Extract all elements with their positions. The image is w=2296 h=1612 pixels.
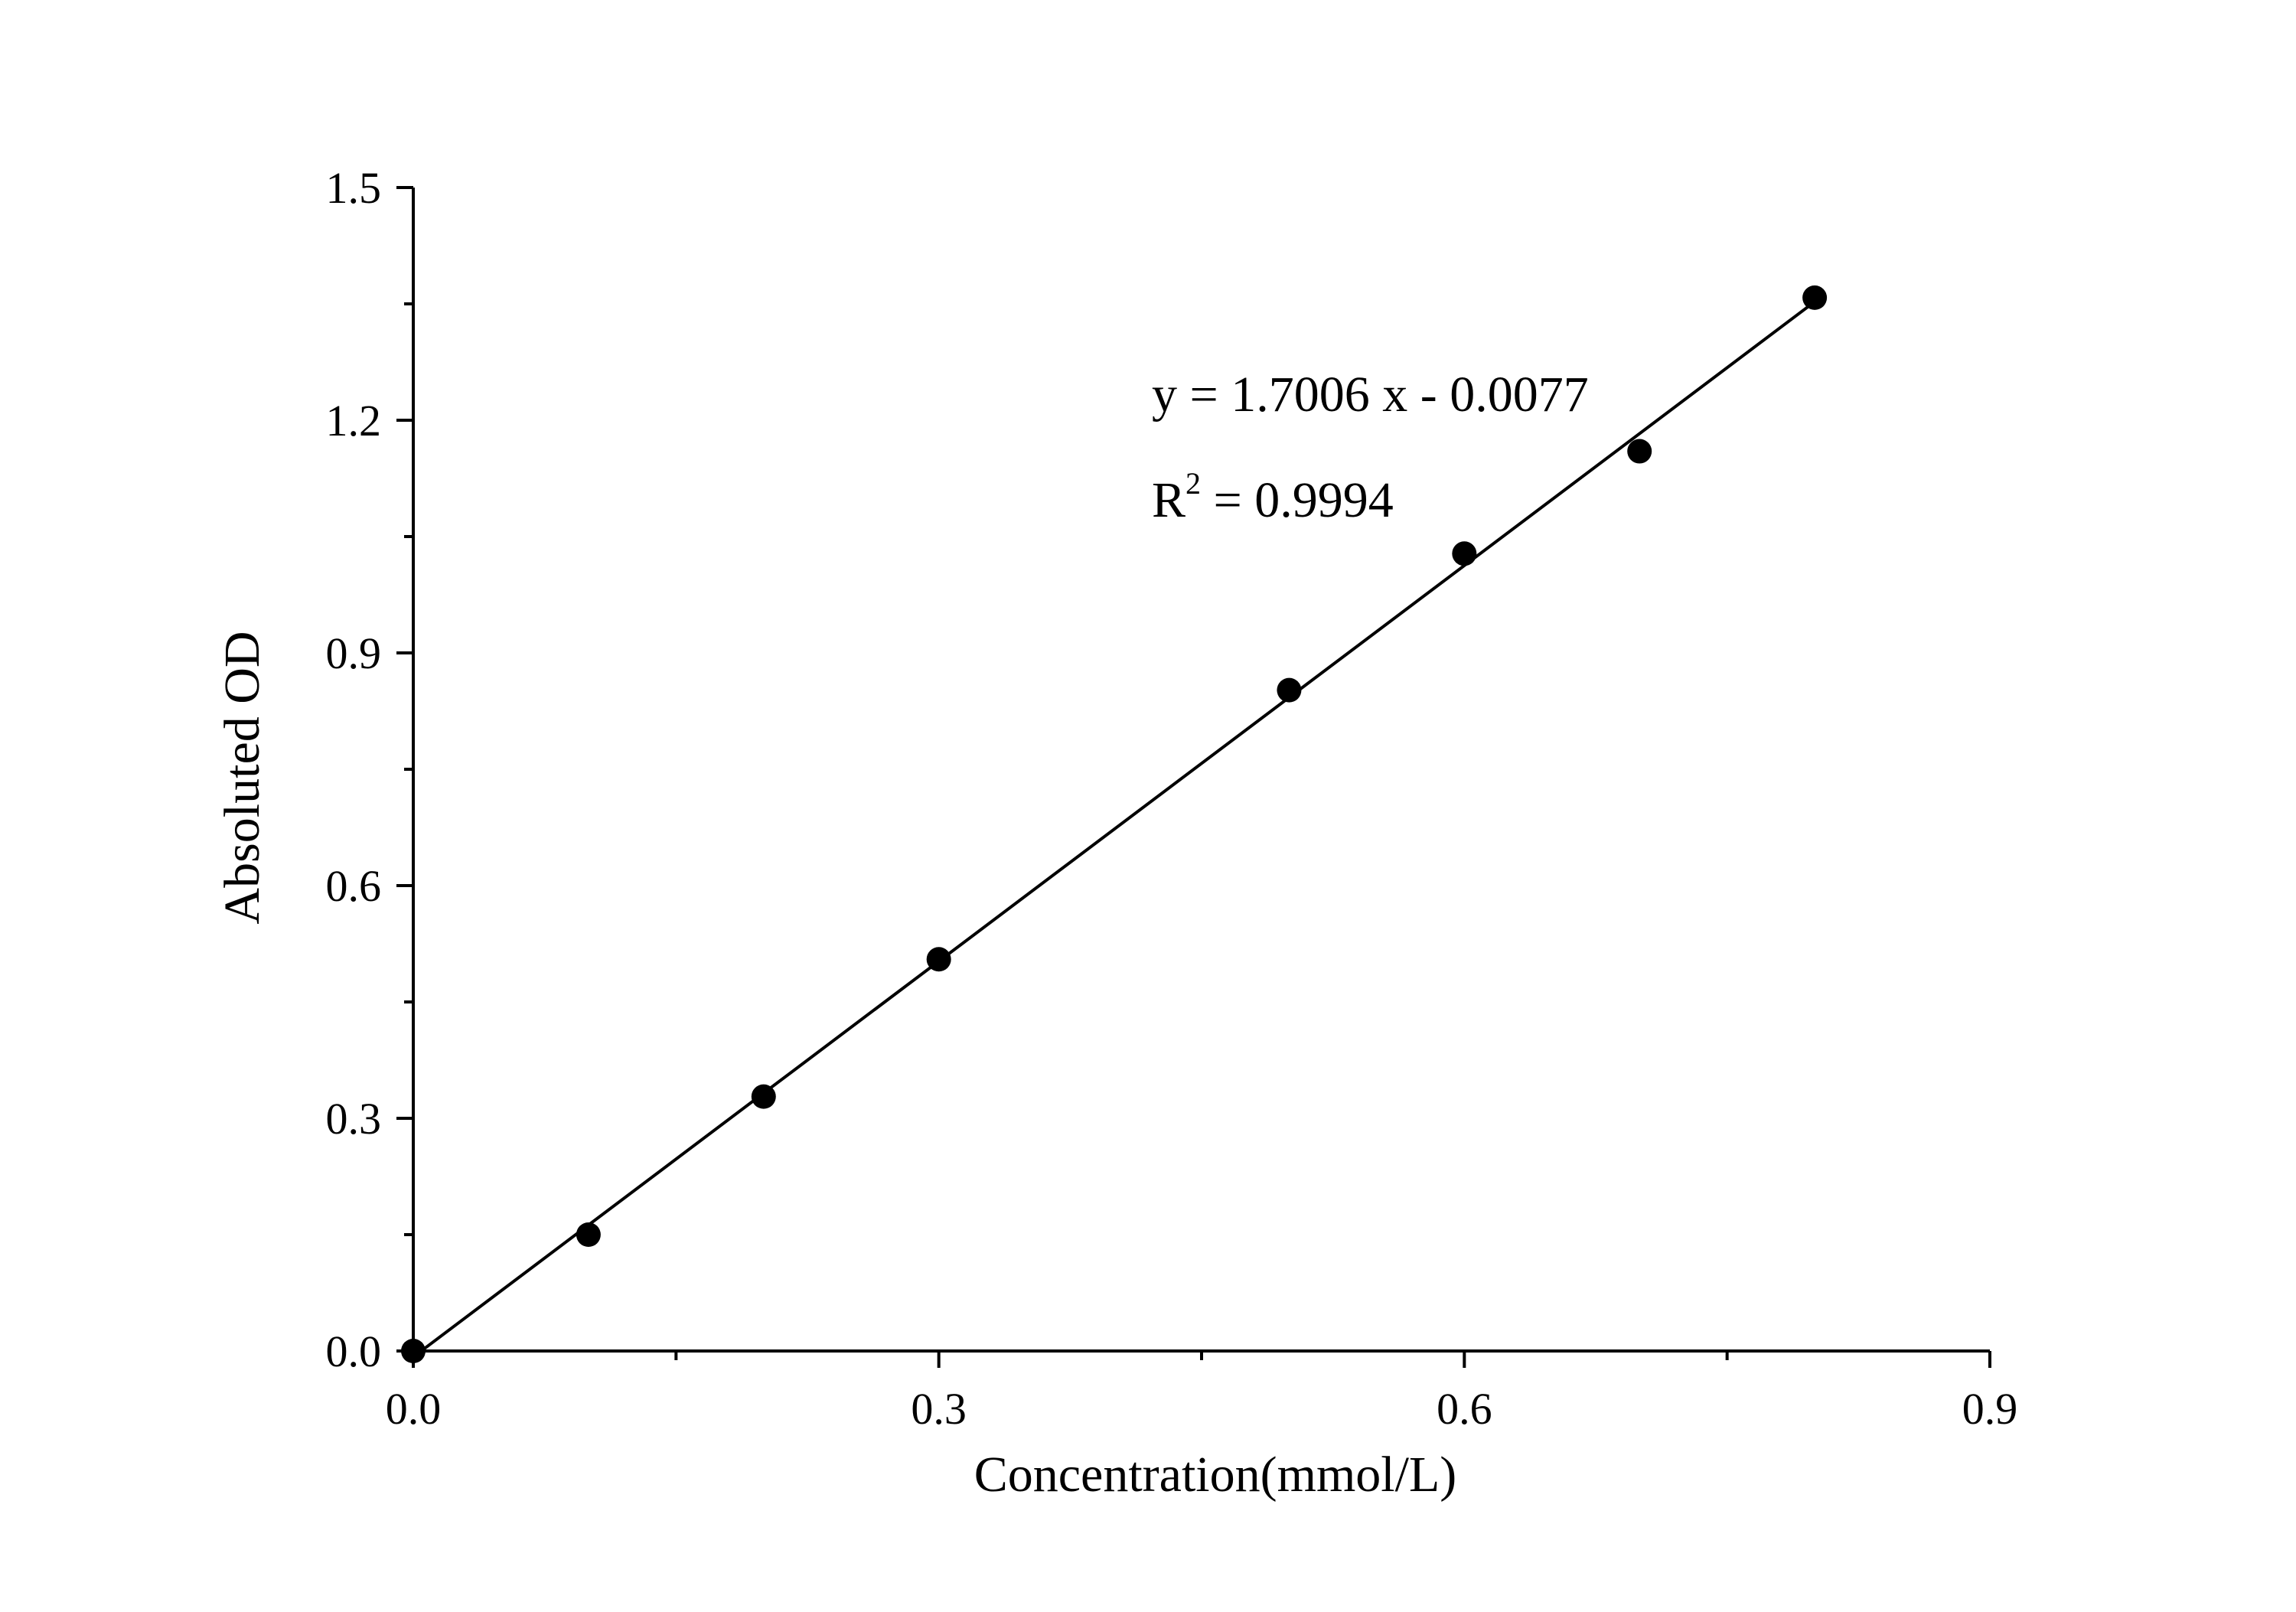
x-tick-label: 0.3: [911, 1384, 967, 1434]
data-point: [1802, 285, 1828, 310]
x-tick-label: 0.0: [386, 1384, 442, 1434]
points-layer: [401, 285, 1828, 1363]
x-axis-title: Concentration(mmol/L): [974, 1447, 1457, 1503]
data-point: [1627, 439, 1652, 464]
r-squared: R2 = 0.9994: [1152, 466, 1394, 528]
data-point: [576, 1222, 601, 1247]
x-tick-label: 0.6: [1437, 1384, 1492, 1434]
fit-line: [412, 300, 1816, 1359]
tick-labels: 0.0 0.3 0.6 0.9 0.0 0.3 0.6 0.9 1.2 1.5: [326, 163, 2018, 1434]
y-tick-label: 0.6: [326, 861, 382, 911]
y-tick-label: 1.5: [326, 163, 382, 213]
y-tick-label: 0.9: [326, 628, 382, 678]
y-tick-label: 1.2: [326, 396, 382, 445]
r-squared-prefix: R: [1152, 472, 1186, 528]
fit-layer: [412, 300, 1816, 1359]
axes: [412, 188, 1990, 1353]
ticks: [396, 186, 1991, 1368]
data-point: [401, 1339, 426, 1363]
r-squared-value: = 0.9994: [1201, 472, 1394, 528]
data-point: [751, 1084, 776, 1109]
data-point: [926, 947, 951, 972]
y-tick-label: 0.3: [326, 1094, 382, 1144]
y-tick-label: 0.0: [326, 1326, 382, 1376]
data-point: [1277, 677, 1302, 703]
y-axis-title: Absoluted OD: [214, 631, 270, 924]
x-tick-label: 0.9: [1962, 1384, 2018, 1434]
data-point: [1452, 541, 1477, 566]
fit-equation: y = 1.7006 x - 0.0077: [1152, 367, 1589, 423]
r-squared-superscript: 2: [1186, 466, 1201, 501]
